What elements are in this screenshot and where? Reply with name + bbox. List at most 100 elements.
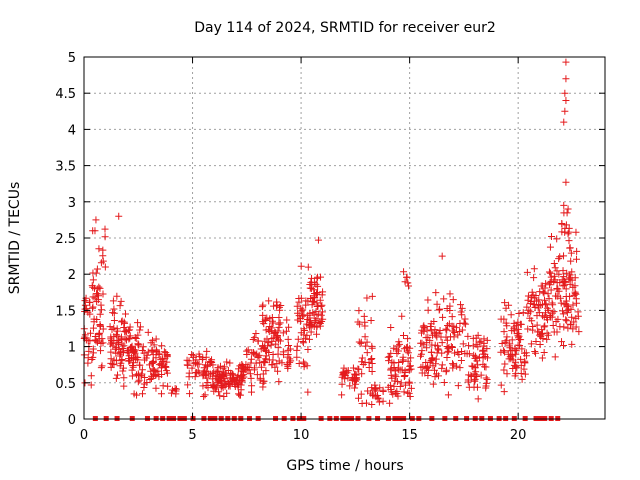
data-point — [558, 220, 566, 228]
data-point — [518, 345, 526, 353]
gridlines — [84, 57, 605, 419]
data-point — [547, 286, 555, 294]
data-point — [92, 337, 100, 345]
data-point — [204, 379, 212, 387]
data-point — [233, 373, 241, 381]
data-point — [110, 324, 118, 332]
x-tick-label: 15 — [401, 428, 418, 443]
data-point — [505, 342, 513, 350]
data-point — [422, 359, 430, 367]
data-point — [550, 278, 558, 286]
data-point — [126, 323, 134, 331]
data-point — [535, 302, 543, 310]
data-point — [405, 378, 413, 386]
data-point — [358, 370, 366, 378]
data-point — [305, 335, 313, 343]
x-tick-label: 20 — [510, 428, 527, 443]
data-point — [467, 373, 475, 381]
data-point — [544, 290, 552, 298]
data-point — [162, 349, 170, 357]
data-point — [501, 348, 509, 356]
data-point — [555, 255, 563, 263]
data-point — [97, 364, 105, 372]
data-point — [249, 335, 257, 343]
data-point — [315, 319, 323, 327]
data-point — [172, 387, 180, 395]
data-point — [464, 332, 472, 340]
data-point — [558, 276, 566, 284]
data-point — [186, 390, 194, 398]
data-point — [401, 278, 409, 286]
data-point — [522, 349, 530, 357]
data-point — [319, 308, 327, 316]
data-point — [188, 364, 196, 372]
data-point — [406, 362, 414, 370]
data-point — [434, 345, 442, 353]
data-point — [119, 364, 127, 372]
data-point — [107, 333, 115, 341]
data-point — [294, 309, 302, 317]
data-point — [217, 378, 225, 386]
data-point — [423, 344, 431, 352]
data-point — [119, 348, 127, 356]
data-point — [510, 361, 518, 369]
data-point — [147, 339, 155, 347]
x-tick-label: 0 — [80, 428, 88, 443]
data-point — [407, 354, 415, 362]
data-point — [562, 178, 570, 186]
data-point — [144, 348, 152, 356]
data-point — [307, 328, 315, 336]
data-point — [110, 316, 118, 324]
data-point — [479, 350, 487, 358]
data-point — [529, 300, 537, 308]
data-point — [507, 311, 515, 319]
data-point — [275, 378, 283, 386]
data-point — [567, 257, 575, 265]
data-point — [565, 274, 573, 282]
data-point — [313, 290, 321, 298]
data-point — [365, 364, 373, 372]
data-point — [250, 334, 258, 342]
data-point — [545, 268, 553, 276]
data-point — [436, 327, 444, 335]
data-point — [278, 359, 286, 367]
data-point — [130, 359, 138, 367]
data-point — [112, 349, 120, 357]
data-point — [248, 349, 256, 357]
data-point — [222, 380, 230, 388]
data-point — [433, 300, 441, 308]
data-point — [500, 315, 508, 323]
data-point — [566, 292, 574, 300]
data-point — [440, 379, 448, 387]
data-point — [460, 319, 468, 327]
data-point — [262, 316, 270, 324]
data-point — [536, 288, 544, 296]
data-point — [512, 347, 520, 355]
data-point — [306, 309, 314, 317]
data-point — [259, 383, 267, 391]
data-point — [524, 292, 532, 300]
data-point — [532, 349, 540, 357]
data-point — [97, 301, 105, 309]
data-point — [268, 360, 276, 368]
data-point — [139, 343, 147, 351]
data-point — [93, 316, 101, 324]
data-point — [261, 337, 269, 345]
data-point — [128, 372, 136, 380]
data-point — [253, 371, 261, 379]
data-point — [138, 390, 146, 398]
data-point — [259, 370, 267, 378]
data-point — [284, 362, 292, 370]
data-point — [449, 361, 457, 369]
data-point — [421, 369, 429, 377]
data-point — [354, 394, 362, 402]
data-point — [449, 360, 457, 368]
chart-title: Day 114 of 2024, SRMTID for receiver eur… — [194, 20, 496, 36]
data-point — [275, 314, 283, 322]
data-point — [99, 246, 107, 254]
data-point — [563, 309, 571, 317]
data-point — [385, 353, 393, 361]
data-point — [236, 362, 244, 370]
data-point — [241, 365, 249, 373]
data-point — [203, 368, 211, 376]
